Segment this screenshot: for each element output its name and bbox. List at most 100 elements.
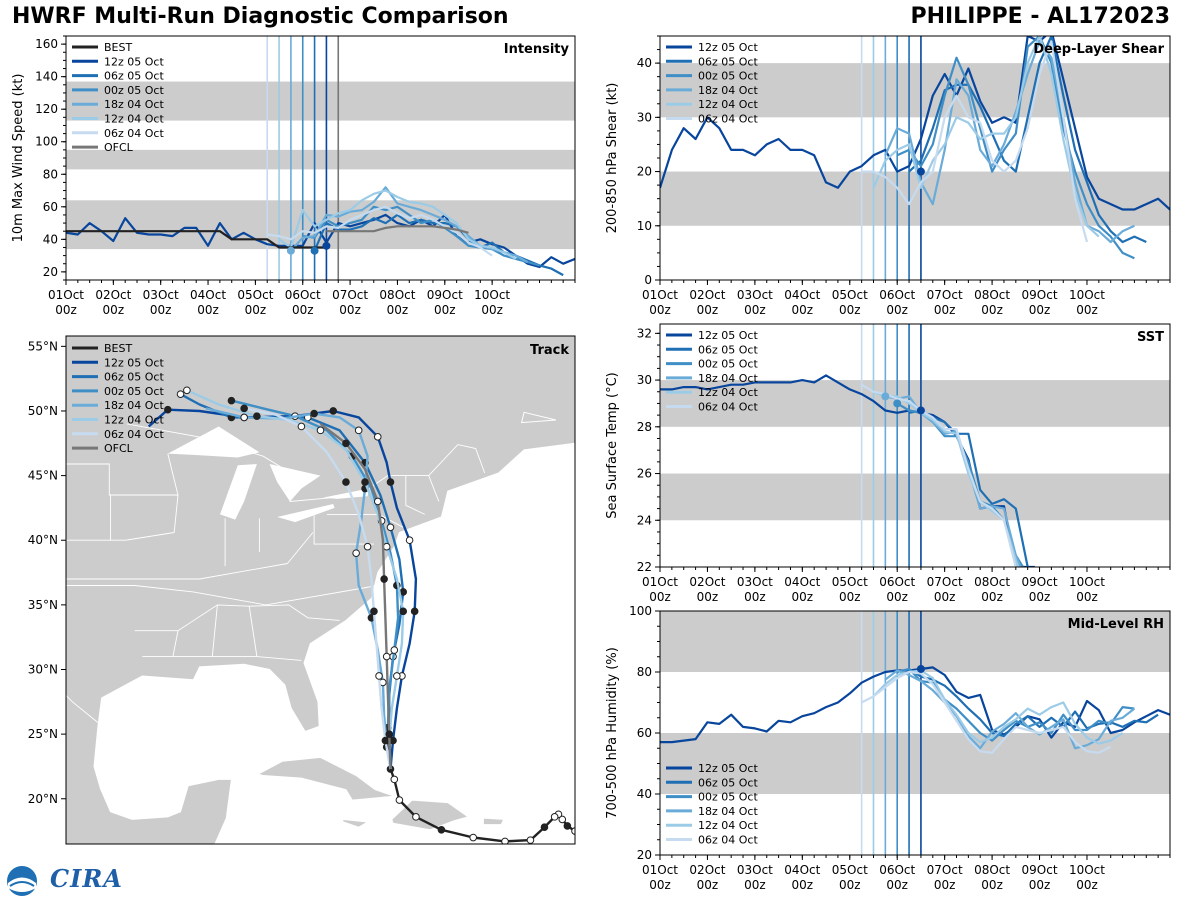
rh-xtick-hour-3: 00z — [792, 878, 814, 892]
track-point — [164, 405, 172, 414]
sst-ytick-label-0: 22 — [637, 560, 652, 574]
rh-xtick-day-6: 07Oct — [927, 863, 963, 877]
intensity-marker-2 — [322, 241, 331, 250]
intensity-legend-label-2: 06z 05 Oct — [104, 70, 164, 83]
sst-ylabel: Sea Surface Temp (°C) — [605, 372, 620, 519]
intensity-legend-label-3: 00z 05 Oct — [104, 84, 164, 97]
state-border-11 — [313, 514, 374, 545]
rh-xtick-hour-1: 00z — [697, 878, 719, 892]
intensity-ytick-label-6: 140 — [35, 70, 58, 84]
sst-marker-1 — [893, 399, 902, 408]
state-border-4 — [66, 585, 378, 606]
track-point — [437, 825, 446, 834]
lake-1 — [220, 464, 257, 520]
sst-marker-0 — [881, 392, 890, 401]
intensity-xtick-day-2: 03Oct — [143, 288, 179, 302]
track-point — [310, 409, 318, 418]
intensity-xtick-hour-6: 00z — [339, 303, 361, 317]
rh-ytick-label-2: 60 — [637, 726, 652, 740]
track-point — [550, 813, 559, 821]
track-point — [382, 652, 391, 661]
sst-xtick-day-7: 08Oct — [974, 575, 1010, 589]
shear-xtick-day-9: 10Oct — [1069, 288, 1105, 302]
lat-tick-label-4: 35°N — [28, 598, 58, 612]
sst-legend-label-5: 06z 04 Oct — [698, 401, 758, 414]
rh-xtick-day-5: 06Oct — [879, 863, 915, 877]
track-point — [526, 836, 535, 844]
state-border-17 — [287, 532, 314, 564]
intensity-marker-1 — [310, 246, 319, 255]
track-point — [540, 823, 549, 831]
sst-xtick-day-1: 02Oct — [689, 575, 725, 589]
shear-title: Deep-Layer Shear — [1033, 42, 1164, 57]
state-border-14 — [428, 475, 440, 502]
state-border-1 — [66, 463, 178, 496]
state-border-8 — [211, 604, 218, 657]
shear-ytick-label-2: 20 — [637, 165, 652, 179]
shear-series-00z-05-oct — [896, 36, 1135, 260]
track-legend-label-7: OFCL — [104, 442, 134, 455]
rh-legend-label-5: 06z 04 Oct — [698, 834, 758, 847]
shear-ylabel: 200-850 hPa Shear (kt) — [605, 83, 620, 234]
page-title: HWRF Multi-Run Diagnostic Comparison — [12, 4, 509, 29]
shear-series-06z-04-oct — [861, 40, 1089, 243]
intensity-legend-label-4: 18z 04 Oct — [104, 98, 164, 111]
rh-xtick-hour-2: 00z — [744, 878, 766, 892]
sst-frame — [659, 323, 1171, 568]
intensity-ytick-label-2: 60 — [43, 200, 58, 214]
sst-xtick-hour-5: 00z — [886, 590, 908, 604]
lake-2 — [269, 464, 321, 502]
land-0 — [66, 336, 575, 844]
track-point — [385, 730, 394, 738]
rh-series-06z-04-oct — [861, 670, 1112, 754]
lat-tick-label-1: 50°N — [28, 404, 58, 418]
shear-legend-label-3: 18z 04 Oct — [698, 84, 758, 97]
intensity-series-best — [66, 230, 327, 249]
track-point — [240, 413, 248, 422]
rh-ytick-label-1: 40 — [637, 787, 652, 801]
rh-xtick-day-4: 05Oct — [832, 863, 868, 877]
shear-xtick-hour-3: 00z — [792, 303, 814, 317]
track-point — [370, 607, 378, 616]
sst-xtick-hour-1: 00z — [697, 590, 719, 604]
track-point — [176, 390, 185, 398]
track-point — [253, 412, 261, 420]
sst-band-0 — [660, 473, 1170, 521]
shear-xtick-day-1: 02Oct — [689, 288, 725, 302]
intensity-xtick-hour-7: 00z — [387, 303, 409, 317]
track-point — [297, 422, 306, 431]
intensity-ytick-label-1: 40 — [43, 232, 58, 246]
track-point — [410, 607, 419, 616]
rh-xtick-day-1: 02Oct — [689, 863, 725, 877]
land-5 — [520, 411, 557, 424]
intensity-xtick-day-6: 07Oct — [332, 288, 368, 302]
track-point — [381, 736, 390, 745]
track-point — [501, 837, 509, 844]
intensity-series-06z-04-oct — [267, 205, 493, 257]
track-point — [373, 497, 382, 506]
rh-legend-label-2: 00z 05 Oct — [698, 791, 758, 804]
track-point — [361, 478, 369, 486]
shear-marker-0 — [916, 167, 925, 176]
shear-xtick-hour-6: 00z — [934, 303, 956, 317]
track-line-06z-04-oct — [243, 407, 392, 770]
sst-xtick-hour-0: 00z — [649, 590, 671, 604]
intensity-legend-label-0: BEST — [104, 41, 132, 54]
lake-0 — [167, 426, 260, 458]
shear-xtick-hour-8: 00z — [1029, 303, 1051, 317]
sst-legend-label-4: 12z 04 Oct — [698, 386, 758, 399]
intensity-title: Intensity — [504, 42, 570, 57]
land-1 — [256, 756, 395, 801]
track-point — [375, 672, 383, 680]
shear-xtick-day-2: 03Oct — [737, 288, 773, 302]
rh-series-06z-05-oct — [908, 668, 1159, 738]
intensity-panel: 2040608010012014016001Oct00z02Oct00z03Oc… — [11, 35, 576, 317]
intensity-xtick-hour-0: 00z — [55, 303, 77, 317]
shear-legend-label-4: 12z 04 Oct — [698, 98, 758, 111]
sst-xtick-day-2: 03Oct — [737, 575, 773, 589]
rh-xtick-hour-8: 00z — [1029, 878, 1051, 892]
rh-ytick-label-0: 20 — [637, 848, 652, 862]
track-point — [240, 404, 248, 413]
sst-xtick-day-5: 06Oct — [879, 575, 915, 589]
state-border-2 — [66, 532, 175, 541]
